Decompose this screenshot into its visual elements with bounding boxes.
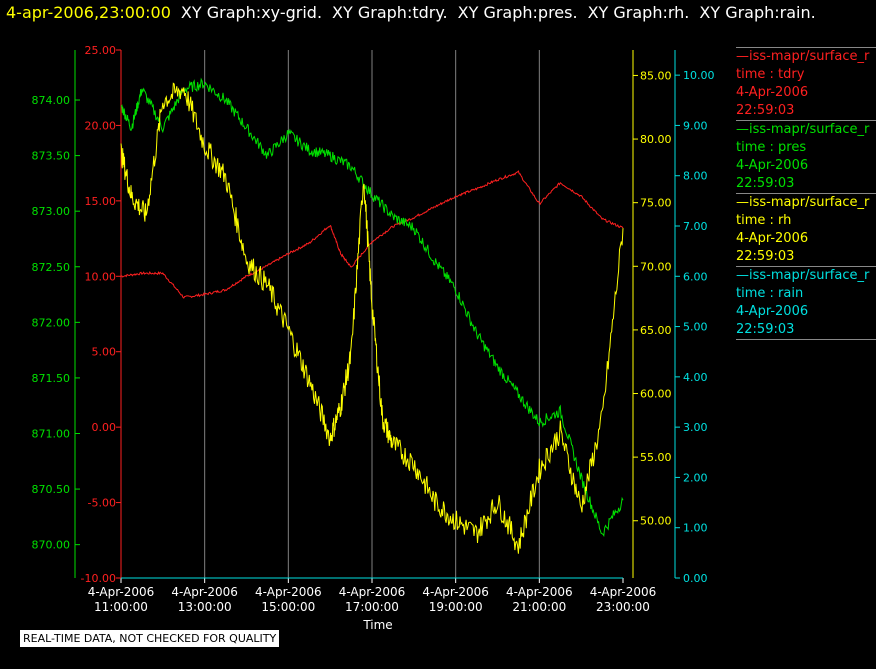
legend-date: 4-Apr-2006 [736, 85, 809, 100]
legend-field: time : rain [736, 286, 804, 301]
legend-name: —iss-mapr/surface_r [736, 122, 870, 137]
pres-tick-label: 872.50 [32, 261, 71, 274]
legend-time: 22:59:03 [736, 176, 795, 191]
legend-item-rain[interactable]: —iss-mapr/surface_r time : rain 4-Apr-20… [736, 266, 876, 340]
rain-tick-label: 5.00 [683, 321, 708, 334]
pres-tick-label: 873.50 [32, 150, 71, 163]
series-line-rh [120, 82, 624, 554]
rain-tick-label: 6.00 [683, 270, 708, 283]
x-axis-label: Time [362, 618, 392, 632]
pres-tick-label: 871.00 [32, 427, 71, 440]
x-tick-time: 11:00:00 [94, 600, 148, 614]
graph-title-rain: XY Graph:rain. [699, 3, 816, 22]
x-tick-date: 4-Apr-2006 [590, 585, 657, 599]
legend-field: time : pres [736, 140, 807, 155]
legend-time: 22:59:03 [736, 322, 795, 337]
pres-tick-label: 873.00 [32, 205, 71, 218]
x-tick-time: 15:00:00 [261, 600, 315, 614]
x-tick-time: 21:00:00 [512, 600, 566, 614]
legend-name: —iss-mapr/surface_r [736, 195, 870, 210]
legend-name: —iss-mapr/surface_r [736, 49, 870, 64]
rain-tick-label: 10.00 [683, 69, 715, 82]
series-line-pres [120, 77, 624, 538]
rain-tick-label: 4.00 [683, 371, 708, 384]
pres-tick-label: 870.50 [32, 483, 71, 496]
x-tick-time: 19:00:00 [429, 600, 483, 614]
legend: —iss-mapr/surface_r time : tdry 4-Apr-20… [736, 47, 876, 340]
rh-tick-label: 80.00 [640, 133, 672, 146]
pres-tick-label: 870.00 [32, 539, 71, 552]
legend-item-tdry[interactable]: —iss-mapr/surface_r time : tdry 4-Apr-20… [736, 47, 876, 121]
legend-date: 4-Apr-2006 [736, 158, 809, 173]
rain-tick-label: 3.00 [683, 421, 708, 434]
tdry-tick-label: 25.00 [85, 44, 117, 57]
rain-tick-label: 1.00 [683, 522, 708, 535]
tdry-tick-label: 0.00 [92, 421, 117, 434]
rh-tick-label: 85.00 [640, 69, 672, 82]
legend-item-rh[interactable]: —iss-mapr/surface_r time : rh 4-Apr-2006… [736, 193, 876, 267]
title-bar: 4-apr-2006,23:00:00 XY Graph:xy-grid. XY G… [6, 3, 816, 22]
tdry-tick-label: 5.00 [92, 346, 117, 359]
series-line-tdry [120, 170, 624, 299]
x-tick-date: 4-Apr-2006 [339, 585, 406, 599]
rain-tick-label: 7.00 [683, 220, 708, 233]
tdry-tick-label: -5.00 [88, 497, 116, 510]
tdry-tick-label: 20.00 [85, 119, 117, 132]
timestamp-label: 4-apr-2006,23:00:00 [6, 3, 171, 22]
legend-item-pres[interactable]: —iss-mapr/surface_r time : pres 4-Apr-20… [736, 120, 876, 194]
rain-tick-label: 9.00 [683, 119, 708, 132]
pres-tick-label: 871.50 [32, 372, 71, 385]
quality-disclaimer: REAL-TIME DATA, NOT CHECKED FOR QUALITY [20, 630, 280, 647]
x-tick-time: 13:00:00 [178, 600, 232, 614]
graph-title-rh: XY Graph:rh. [587, 3, 690, 22]
rain-tick-label: 8.00 [683, 170, 708, 183]
pres-tick-label: 874.00 [32, 94, 71, 107]
graph-title-tdry: XY Graph:tdry. [332, 3, 448, 22]
rh-tick-label: 50.00 [640, 515, 672, 528]
x-tick-date: 4-Apr-2006 [88, 585, 155, 599]
legend-date: 4-Apr-2006 [736, 304, 809, 319]
legend-field: time : rh [736, 213, 792, 228]
legend-name: —iss-mapr/surface_r [736, 268, 870, 283]
rh-tick-label: 55.00 [640, 451, 672, 464]
tdry-tick-label: 10.00 [85, 270, 117, 283]
legend-time: 22:59:03 [736, 249, 795, 264]
rh-tick-label: 70.00 [640, 260, 672, 273]
rain-tick-label: 2.00 [683, 471, 708, 484]
x-tick-time: 23:00:00 [596, 600, 650, 614]
x-tick-date: 4-Apr-2006 [506, 585, 573, 599]
legend-date: 4-Apr-2006 [736, 231, 809, 246]
rh-tick-label: 65.00 [640, 324, 672, 337]
legend-time: 22:59:03 [736, 103, 795, 118]
tdry-tick-label: -10.00 [81, 572, 116, 585]
pres-tick-label: 872.00 [32, 316, 71, 329]
x-tick-date: 4-Apr-2006 [422, 585, 489, 599]
x-tick-date: 4-Apr-2006 [171, 585, 238, 599]
rain-tick-label: 0.00 [683, 572, 708, 585]
tdry-tick-label: 15.00 [85, 195, 117, 208]
x-tick-time: 17:00:00 [345, 600, 399, 614]
rh-tick-label: 60.00 [640, 388, 672, 401]
legend-field: time : tdry [736, 67, 805, 82]
graph-title-grid: XY Graph:xy-grid. [180, 3, 323, 22]
x-tick-date: 4-Apr-2006 [255, 585, 322, 599]
rh-tick-label: 75.00 [640, 197, 672, 210]
graph-title-pres: XY Graph:pres. [457, 3, 578, 22]
